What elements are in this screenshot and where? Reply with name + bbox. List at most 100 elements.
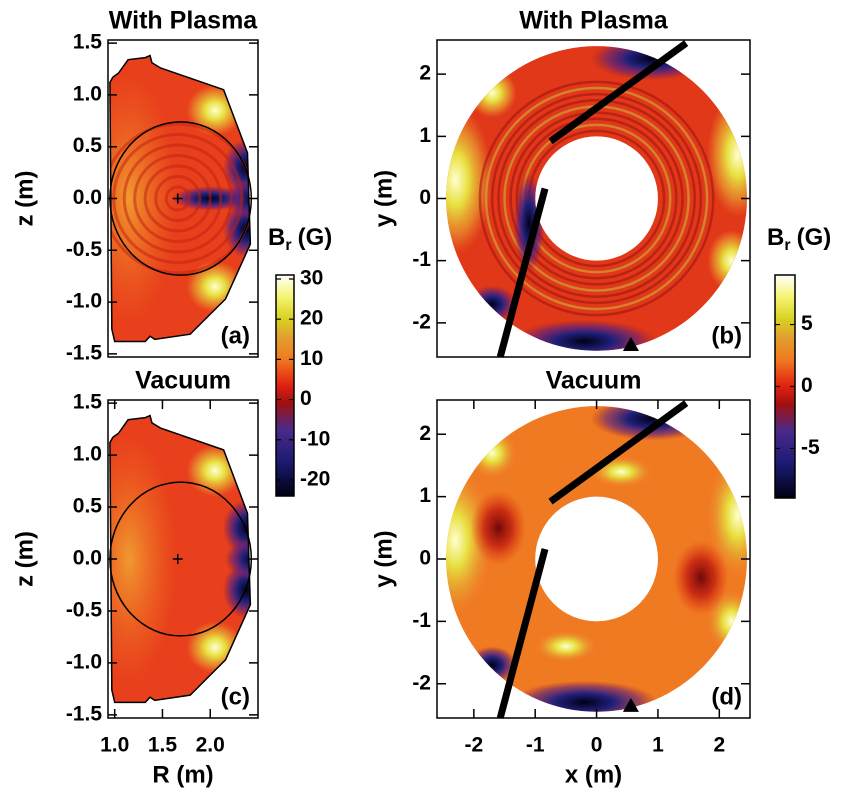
plot-area: 1.5 1.0 0.5 0.0 -0.5 -1.0 -1.5 1.0 1.5 2.0 Vacuum R… (11, 367, 259, 788)
y-axis-label: z (m) (11, 171, 38, 227)
field-map (446, 406, 747, 712)
vessel (109, 414, 252, 704)
colorbar-tick-label: 0 (801, 374, 813, 397)
field-blob (535, 630, 597, 662)
y-tick-label: -2 (412, 310, 431, 333)
field-blob (590, 456, 652, 488)
x-tick-label: 1.5 (148, 734, 178, 757)
diagnostic-chord (548, 40, 689, 145)
colorbar: 5 0 -5 Br (G) (767, 224, 832, 499)
field-blob (186, 260, 244, 313)
colorbar-tick-label: 5 (801, 312, 813, 335)
y-tick-label: 1 (419, 124, 431, 147)
field-ring (122, 143, 233, 254)
field-blob (109, 74, 177, 323)
colorbar-tick-label: -10 (300, 427, 330, 450)
y-tick-label: -1.5 (66, 702, 103, 725)
field-blob (222, 561, 251, 620)
y-tick-label: 2 (419, 422, 431, 445)
field-ring (154, 175, 202, 222)
field-blob (186, 621, 244, 674)
field-blob (707, 453, 747, 578)
field-blob (222, 498, 251, 557)
y-axis-label: y (m) (370, 530, 397, 587)
field-blob (590, 406, 714, 441)
y-tick-label: 1.0 (73, 82, 102, 105)
field-blob (467, 428, 517, 478)
plot-area: 1.5 1.0 0.5 0.0 -0.5 -1.0 -1.5 With Plasma z (m)… (11, 7, 259, 364)
colorbar-label: Br (G) (268, 224, 332, 254)
y-tick-label: 0.0 (73, 547, 102, 570)
x-axis-label: R (m) (152, 761, 213, 788)
x-tick-label: 1 (652, 734, 664, 757)
colorbar-tick-label: -20 (300, 467, 330, 490)
colorbar-tick-label: 30 (300, 267, 323, 290)
field-blob (186, 444, 244, 497)
field-ring (133, 154, 223, 243)
y-tick-label: -1 (412, 609, 431, 632)
y-tick-label: 1 (419, 484, 431, 507)
field-blob (510, 680, 658, 712)
colorbar-label-subscript: r (285, 237, 291, 254)
colorbar: 30 20 10 0 -10 -20 Br (G) (268, 224, 332, 497)
y-tick-label: 0.5 (73, 495, 103, 518)
x-tick-label: -2 (464, 734, 483, 757)
y-axis-label: z (m) (11, 531, 38, 587)
field-blob (467, 67, 517, 118)
y-tick-label: 2 (419, 62, 431, 85)
field-ring (478, 80, 715, 317)
y-tick-label: -0.5 (66, 238, 103, 261)
x-axis-label: x (m) (565, 761, 622, 788)
y-tick-label: 0 (419, 186, 431, 209)
plot-area: 2 1 0 -1 -2 -2 -1 0 1 2 Vacuum x (m) y (m) (d) (370, 367, 751, 788)
probe-marker (622, 697, 639, 712)
panel-label: (c) (221, 683, 250, 710)
y-tick-label: -0.5 (66, 599, 103, 622)
panel-label: (d) (711, 683, 742, 710)
y-tick-label: -1.0 (66, 650, 102, 673)
colorbar-tick-label: 20 (300, 307, 323, 330)
field-ring (527, 129, 666, 268)
field-blob (673, 540, 729, 616)
colorbar-label-unit: (G) (797, 224, 832, 251)
panel-title: With Plasma (109, 7, 259, 35)
colorbar-label-subscript: r (784, 237, 790, 254)
field-blob (224, 177, 251, 220)
field-ring (490, 92, 703, 305)
y-tick-label: 1.5 (73, 391, 103, 414)
plot-area: 2 1 0 -1 -2 With Plasma y (m) (b) (370, 7, 751, 358)
colorbar-tick-label: -5 (801, 436, 820, 459)
field-blob (470, 490, 526, 566)
y-tick-label: -1.5 (66, 341, 103, 364)
field-blob (446, 105, 493, 255)
diagnostic-chord (548, 400, 689, 505)
field-map (109, 55, 251, 342)
magnetic-axis (172, 554, 183, 564)
field-ring (497, 99, 697, 298)
diagnostic-chord (496, 548, 549, 719)
panel-title: Vacuum (546, 367, 642, 395)
y-axis-label: y (m) (370, 170, 397, 227)
panel-title: With Plasma (519, 7, 669, 35)
y-tick-label: 1.0 (73, 443, 102, 466)
field-ring (164, 185, 191, 212)
colorbar-tick-label: 10 (300, 347, 323, 370)
colorbar-fill (275, 274, 295, 497)
panel-title: Vacuum (135, 367, 231, 395)
y-tick-label: 0 (419, 547, 431, 570)
field-ring (143, 164, 212, 233)
x-tick-label: 1.0 (100, 734, 129, 757)
x-tick-label: 0 (591, 734, 603, 757)
colorbar-tick-label: 0 (300, 387, 312, 410)
y-tick-label: 0.5 (73, 134, 103, 157)
field-blob (590, 46, 714, 81)
panel-label: (a) (221, 322, 250, 349)
field-blob (707, 92, 747, 218)
vessel (109, 54, 252, 343)
y-tick-label: -1.0 (66, 290, 102, 313)
y-tick-label: -2 (412, 671, 431, 694)
probe-marker (622, 336, 639, 351)
field-blob (446, 465, 493, 616)
field-blob (510, 319, 658, 351)
x-tick-label: 2 (713, 734, 725, 757)
